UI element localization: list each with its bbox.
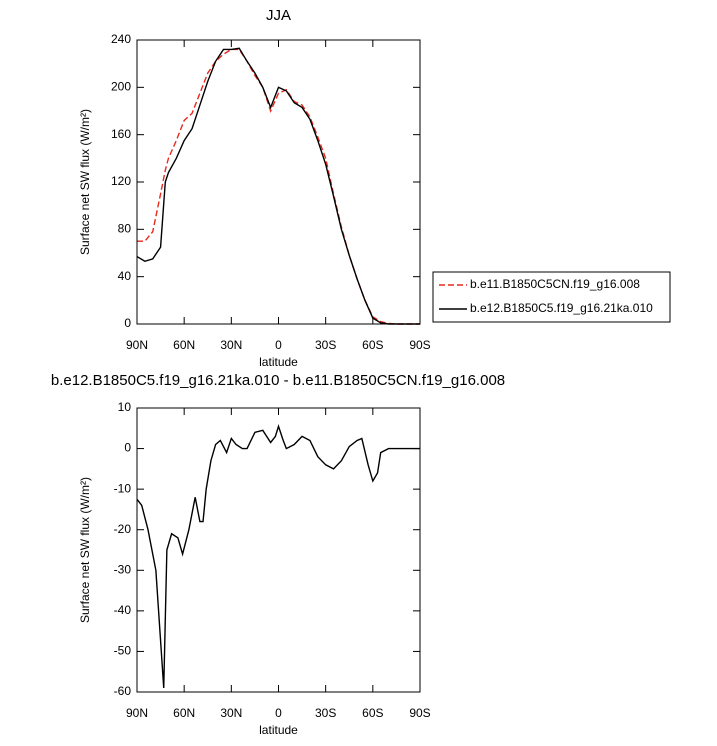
x-tick-label: 30N <box>220 706 242 720</box>
legend-label: b.e11.B1850C5CN.f19_g16.008 <box>470 277 640 291</box>
x-tick-label: 90S <box>409 338 430 352</box>
y-tick-label: 160 <box>111 127 131 141</box>
x-axis-label: latitude <box>259 723 298 737</box>
x-tick-label: 60S <box>362 338 383 352</box>
y-tick-label: -50 <box>114 644 132 658</box>
y-tick-label: -60 <box>114 684 132 698</box>
y-axis-label: Surface net SW flux (W/m²) <box>78 477 92 623</box>
y-tick-label: -10 <box>114 481 132 495</box>
chart-title: b.e12.B1850C5.f19_g16.21ka.010 - b.e11.B… <box>51 372 505 389</box>
x-tick-label: 60N <box>173 706 195 720</box>
x-tick-label: 0 <box>275 706 282 720</box>
y-tick-label: 0 <box>124 441 131 455</box>
x-tick-label: 60N <box>173 338 195 352</box>
x-tick-label: 90N <box>126 706 148 720</box>
x-tick-label: 30S <box>315 338 336 352</box>
x-tick-label: 30N <box>220 338 242 352</box>
y-tick-label: 120 <box>111 174 131 188</box>
y-tick-label: 80 <box>118 222 132 236</box>
x-tick-label: 90N <box>126 338 148 352</box>
legend-label: b.e12.B1850C5.f19_g16.21ka.010 <box>470 301 653 315</box>
y-tick-label: -40 <box>114 603 132 617</box>
series-line <box>136 423 420 688</box>
y-tick-label: 40 <box>118 269 132 283</box>
series-line <box>136 47 420 325</box>
y-tick-label: 0 <box>124 316 131 330</box>
y-tick-label: 240 <box>111 32 131 46</box>
x-tick-label: 90S <box>409 706 430 720</box>
x-tick-label: 30S <box>315 706 336 720</box>
y-tick-label: -30 <box>114 562 132 576</box>
legend-box <box>432 271 671 323</box>
x-axis-label: latitude <box>259 355 298 369</box>
y-axis-label: Surface net SW flux (W/m²) <box>78 109 92 255</box>
plot-frame <box>136 407 421 693</box>
x-tick-label: 60S <box>362 706 383 720</box>
plot-frame <box>136 39 421 325</box>
y-tick-label: -20 <box>114 522 132 536</box>
series-line <box>137 48 420 325</box>
chart-title: JJA <box>266 7 291 24</box>
y-tick-label: 200 <box>111 80 131 94</box>
x-tick-label: 0 <box>275 338 282 352</box>
y-tick-label: 10 <box>118 400 132 414</box>
